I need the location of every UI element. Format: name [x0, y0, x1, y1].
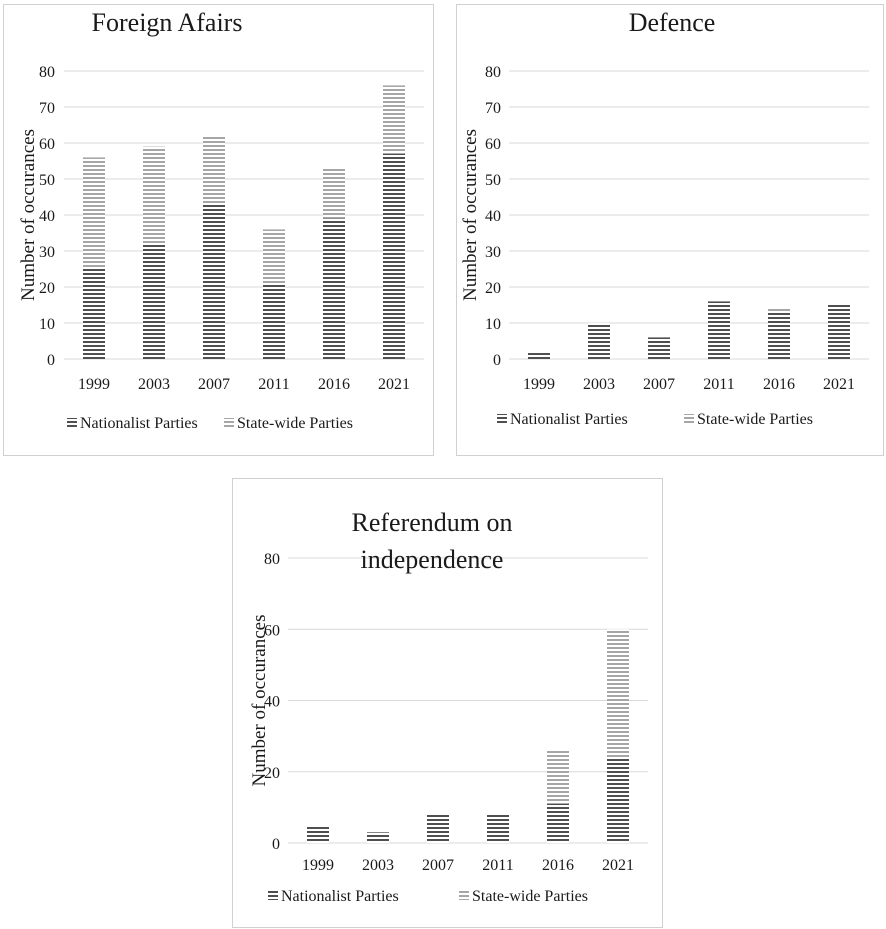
chart-title: Referendum on independence [351, 508, 512, 574]
legend-item-statewide: State-wide Parties [224, 415, 353, 432]
bar-nationalist [648, 337, 670, 359]
legend-swatch [224, 418, 234, 427]
bar-nationalist [607, 757, 629, 843]
chart-title: Defence [629, 8, 716, 37]
chart-panel-defence: 0 10 20 30 40 50 60 70 80 Defence Number of occura… [456, 4, 884, 456]
legend-swatch [684, 414, 694, 423]
bar-nationalist [828, 305, 850, 359]
defence-chart-svg: 0 10 20 30 40 50 60 70 80 Defence Number of occura… [460, 8, 869, 428]
legend-swatch [497, 414, 507, 423]
legend-item-statewide: State-wide Parties [684, 411, 813, 428]
bar-nationalist [588, 323, 610, 359]
bar-nationalist [528, 351, 550, 359]
y-tick-label: 70 [485, 100, 501, 117]
x-tick-label: 2021 [602, 857, 634, 874]
y-tick-label: 80 [264, 551, 280, 568]
legend-item-nationalist: Nationalist Parties [67, 415, 198, 432]
x-tick-label: 1999 [78, 376, 110, 393]
x-tick-label: 2021 [378, 376, 410, 393]
referendum-chart-svg: 0 20 40 60 80 Referendum on independence Number… [249, 508, 648, 905]
x-tick-label: 2007 [422, 857, 454, 874]
bar-nationalist [307, 825, 329, 843]
x-tick-label: 2003 [362, 857, 394, 874]
y-tick-label: 80 [39, 64, 55, 81]
bar-statewide [383, 85, 405, 154]
legend-item-nationalist: Nationalist Parties [497, 411, 628, 428]
legend-swatch [67, 418, 77, 427]
bar-nationalist [83, 269, 105, 359]
bar-nationalist [143, 243, 165, 359]
y-tick-label: 20 [264, 765, 280, 782]
x-tick-label: 2003 [138, 376, 170, 393]
x-tick-label: 2011 [258, 376, 289, 393]
foreign-affairs-chart-svg: 0 10 20 30 40 50 60 70 80 Foreign Afairs Number of… [18, 8, 424, 432]
x-tick-label: 2016 [542, 857, 574, 874]
y-tick-label: 20 [39, 280, 55, 297]
y-tick-label: 30 [39, 244, 55, 261]
bar-statewide [547, 750, 569, 804]
bar-statewide [83, 157, 105, 269]
chart-panel-referendum: 0 20 40 60 80 Referendum on independence Number… [232, 478, 663, 928]
x-tick-label: 1999 [523, 376, 555, 393]
bar-nationalist [708, 301, 730, 359]
bar-statewide [203, 135, 225, 205]
x-tick-label: 2016 [763, 376, 795, 393]
bar-nationalist [487, 814, 509, 843]
legend-label: Nationalist Parties [281, 888, 399, 905]
y-tick-label: 80 [485, 64, 501, 81]
bar-nationalist [427, 814, 449, 843]
x-tick-label: 2007 [198, 376, 230, 393]
x-tick-label: 2021 [823, 376, 855, 393]
y-tick-label: 60 [485, 136, 501, 153]
chart-panel-foreign-affairs: 0 10 20 30 40 50 60 70 80 Foreign Afairs Number of… [3, 4, 434, 456]
bar-nationalist [323, 218, 345, 359]
bar-statewide [768, 308, 790, 313]
x-tick-label: 1999 [302, 857, 334, 874]
x-tick-label: 2011 [703, 376, 734, 393]
bar-statewide [143, 146, 165, 244]
y-tick-label: 20 [485, 280, 501, 297]
bar-statewide [323, 168, 345, 219]
legend-label: State-wide Parties [237, 415, 353, 432]
legend-label: Nationalist Parties [80, 415, 198, 432]
bar-statewide [263, 229, 285, 284]
y-tick-label: 70 [39, 100, 55, 117]
bar-nationalist [768, 312, 790, 359]
y-tick-label: 40 [39, 208, 55, 225]
y-tick-label: 10 [485, 316, 501, 333]
legend-item-nationalist: Nationalist Parties [268, 888, 399, 905]
x-tick-label: 2003 [583, 376, 615, 393]
y-tick-label: 10 [39, 316, 55, 333]
y-tick-label: 60 [264, 622, 280, 639]
y-tick-label: 60 [39, 136, 55, 153]
y-tick-label: 50 [39, 172, 55, 189]
y-axis-label: Number of occurances [249, 615, 270, 787]
y-tick-label: 0 [493, 352, 501, 369]
y-tick-label: 30 [485, 244, 501, 261]
x-tick-label: 2011 [482, 857, 513, 874]
legend-label: State-wide Parties [697, 411, 813, 428]
chart-title: Foreign Afairs [92, 8, 243, 37]
y-tick-label: 50 [485, 172, 501, 189]
legend-item-statewide: State-wide Parties [459, 888, 588, 905]
y-tick-label: 40 [485, 208, 501, 225]
bar-nationalist [383, 153, 405, 359]
x-tick-label: 2007 [643, 376, 675, 393]
bar-nationalist [367, 832, 389, 843]
y-tick-label: 0 [47, 352, 55, 369]
legend-swatch [268, 891, 278, 900]
legend-label: State-wide Parties [472, 888, 588, 905]
bar-statewide [607, 629, 629, 758]
y-tick-label: 40 [264, 694, 280, 711]
x-tick-label: 2016 [318, 376, 350, 393]
legend-swatch [459, 891, 469, 900]
bar-nationalist [203, 204, 225, 359]
legend-label: Nationalist Parties [510, 411, 628, 428]
y-tick-label: 0 [272, 836, 280, 853]
y-axis-label: Number of occurances [460, 129, 481, 301]
bar-nationalist [547, 803, 569, 843]
bar-nationalist [263, 283, 285, 359]
y-axis-label: Number of occurances [18, 129, 39, 301]
